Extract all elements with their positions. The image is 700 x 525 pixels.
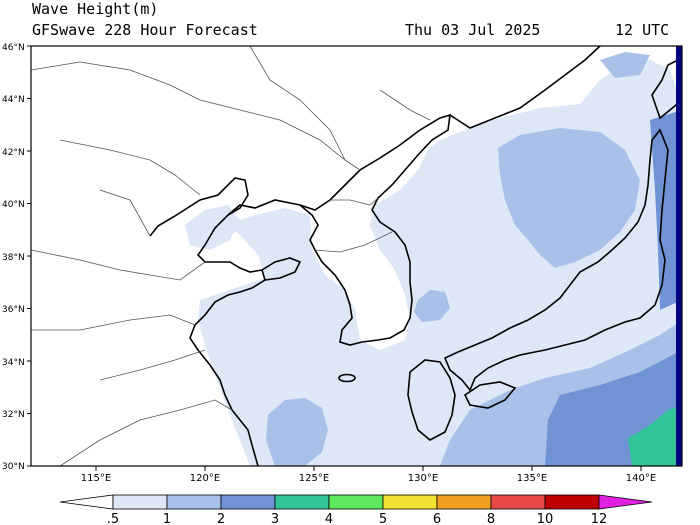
border-province-1 bbox=[31, 61, 361, 171]
colorbar-seg-3 bbox=[274, 494, 330, 510]
coastline-liaodong bbox=[227, 157, 381, 216]
coastline-jeju bbox=[338, 373, 356, 383]
colorbar-label-7: 8 bbox=[487, 512, 495, 525]
lat-label-40: 40°N bbox=[2, 200, 25, 210]
coastline-shandong bbox=[261, 257, 302, 281]
lon-label-125: 125°E bbox=[299, 473, 329, 484]
colorbar-label-5: 5 bbox=[379, 512, 387, 525]
lon-label-135: 135°E bbox=[517, 473, 547, 484]
coastline-honshu bbox=[443, 128, 669, 392]
lat-label-32: 32°N bbox=[2, 410, 25, 420]
lat-ticks bbox=[27, 45, 31, 467]
border-province-9 bbox=[249, 46, 346, 161]
lon-label-120: 120°E bbox=[190, 473, 220, 484]
map-edge-strip bbox=[676, 46, 682, 466]
coastline-korea bbox=[299, 113, 451, 346]
colorbar-label-3: 3 bbox=[271, 512, 279, 525]
wave-contour-1-2m-north bbox=[600, 52, 650, 78]
lat-label-42: 42°N bbox=[2, 148, 25, 158]
colorbar-seg-8 bbox=[544, 494, 600, 510]
map-title: Wave Height(m) bbox=[32, 0, 159, 18]
coastline-kyushu bbox=[407, 359, 456, 441]
colorbar-seg-6 bbox=[436, 494, 492, 510]
colorbar-label-4: 4 bbox=[325, 512, 333, 525]
forecast-date: Thu 03 Jul 2025 bbox=[405, 21, 541, 39]
colorbar-seg-2 bbox=[220, 494, 276, 510]
colorbar: .5 1 2 3 4 5 6 8 10 12 bbox=[59, 494, 653, 525]
wave-contour-1-2m-eastsea bbox=[498, 128, 640, 268]
border-province-5 bbox=[31, 314, 196, 331]
lon-ticks bbox=[95, 466, 642, 471]
border-province-3 bbox=[99, 189, 151, 237]
border-province-10 bbox=[379, 89, 431, 121]
wave-contour-2-3m-east-edge bbox=[650, 110, 682, 310]
wave-contour-1-2m-ecs bbox=[266, 398, 328, 466]
borders bbox=[31, 46, 431, 466]
wave-field bbox=[185, 52, 682, 466]
coastline-shikoku bbox=[463, 381, 517, 409]
colorbar-label-6: 6 bbox=[433, 512, 441, 525]
lon-label-140: 140°E bbox=[626, 473, 656, 484]
colorbar-label-8: 10 bbox=[537, 512, 554, 525]
colorbar-seg-0 bbox=[112, 494, 168, 510]
colorbar-label-9: 12 bbox=[591, 512, 608, 525]
colorbar-label-2: 2 bbox=[217, 512, 225, 525]
colorbar-seg-4 bbox=[328, 494, 384, 510]
lat-label-30: 30°N bbox=[2, 462, 25, 472]
lat-label-34: 34°N bbox=[2, 358, 25, 368]
lon-label-130: 130°E bbox=[408, 473, 438, 484]
forecast-time: 12 UTC bbox=[615, 21, 670, 39]
lat-label-38: 38°N bbox=[2, 253, 25, 263]
lat-label-44: 44°N bbox=[2, 95, 25, 105]
border-province-4 bbox=[31, 249, 206, 281]
colorbar-label-1: 1 bbox=[163, 512, 171, 525]
lat-label-46: 46°N bbox=[2, 43, 25, 53]
border-province-7 bbox=[139, 399, 233, 421]
border-province-2 bbox=[59, 139, 201, 196]
coastlines bbox=[149, 46, 682, 466]
border-china-korea bbox=[330, 197, 379, 206]
coastline-russia bbox=[449, 46, 601, 129]
colorbar-seg-7 bbox=[490, 494, 546, 510]
coastline-china bbox=[149, 177, 266, 466]
wave-contour-3-4m bbox=[628, 405, 682, 466]
forecast-subtitle: GFSwave 228 Hour Forecast bbox=[32, 21, 258, 39]
border-province-8 bbox=[59, 419, 141, 466]
colorbar-high-arrow bbox=[598, 494, 653, 510]
lon-label-115: 115°E bbox=[81, 473, 111, 484]
colorbar-low-arrow bbox=[59, 494, 114, 510]
lat-label-36: 36°N bbox=[2, 305, 25, 315]
wave-contour-1-2m-korea-strait bbox=[414, 290, 450, 322]
border-province-6 bbox=[99, 349, 206, 381]
colorbar-label-0: .5 bbox=[107, 512, 119, 525]
colorbar-seg-1 bbox=[166, 494, 222, 510]
colorbar-seg-5 bbox=[382, 494, 438, 510]
border-korea-dmz bbox=[314, 231, 393, 253]
